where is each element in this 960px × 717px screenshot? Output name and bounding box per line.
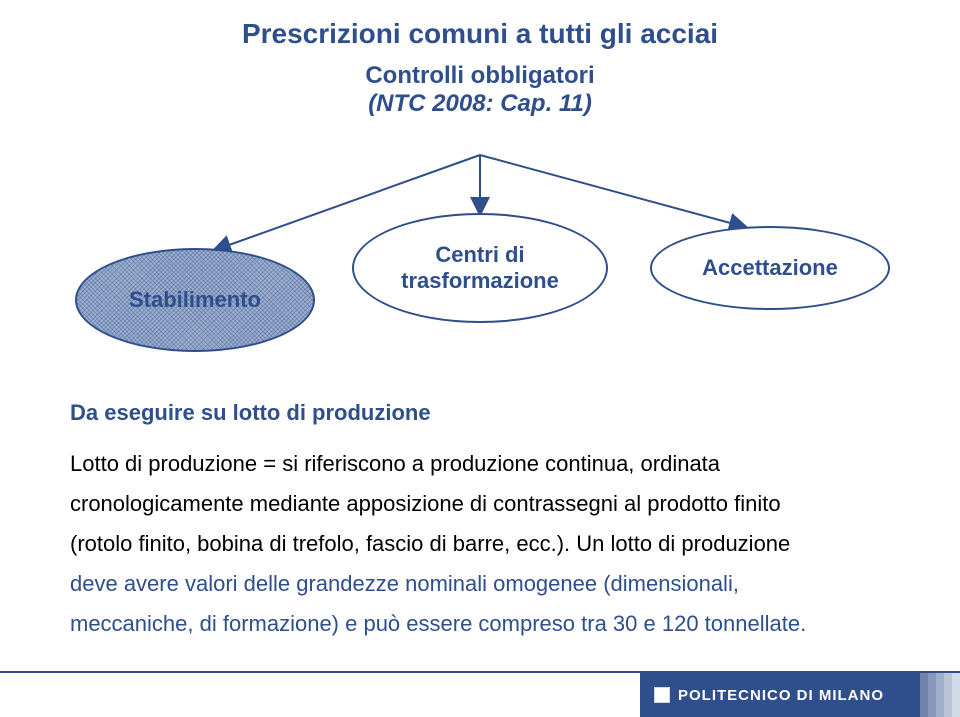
body-paragraph: Lotto di produzione = si riferiscono a p…	[70, 444, 890, 644]
footer-brand-text: POLITECNICO DI MILANO	[678, 687, 884, 704]
node-label: Centri ditrasformazione	[401, 242, 559, 295]
footer: POLITECNICO DI MILANO	[0, 673, 960, 717]
para-line: Lotto di produzione = si riferiscono a p…	[70, 444, 890, 484]
node-label: Stabilimento	[129, 287, 261, 313]
run-in-prefix: Da eseguire su	[70, 400, 233, 425]
footer-stripe	[928, 673, 936, 717]
slide: Prescrizioni comuni a tutti gli acciai C…	[0, 0, 960, 717]
node-accettazione: Accettazione	[650, 226, 890, 310]
body-run-in: Da eseguire su lotto di produzione	[70, 400, 890, 426]
para-line: cronologicamente mediante apposizione di…	[70, 484, 890, 524]
para-line-link: deve avere valori delle grandezze nomina…	[70, 564, 890, 604]
run-in-linked: lotto di produzione	[233, 400, 431, 425]
node-label: Accettazione	[702, 255, 838, 281]
footer-stripe	[944, 673, 952, 717]
footer-brand-block: POLITECNICO DI MILANO	[640, 673, 960, 717]
node-centri: Centri ditrasformazione	[352, 213, 608, 323]
footer-stripe	[952, 673, 960, 717]
node-stabilimento: Stabilimento	[75, 248, 315, 352]
para-line: (rotolo finito, bobina di trefolo, fasci…	[70, 524, 890, 564]
footer-stripes	[920, 673, 960, 717]
footer-stripe	[920, 673, 928, 717]
para-line-link: meccaniche, di formazione) e può essere …	[70, 604, 890, 644]
footer-stripe	[936, 673, 944, 717]
brand-logo-icon	[654, 687, 670, 703]
